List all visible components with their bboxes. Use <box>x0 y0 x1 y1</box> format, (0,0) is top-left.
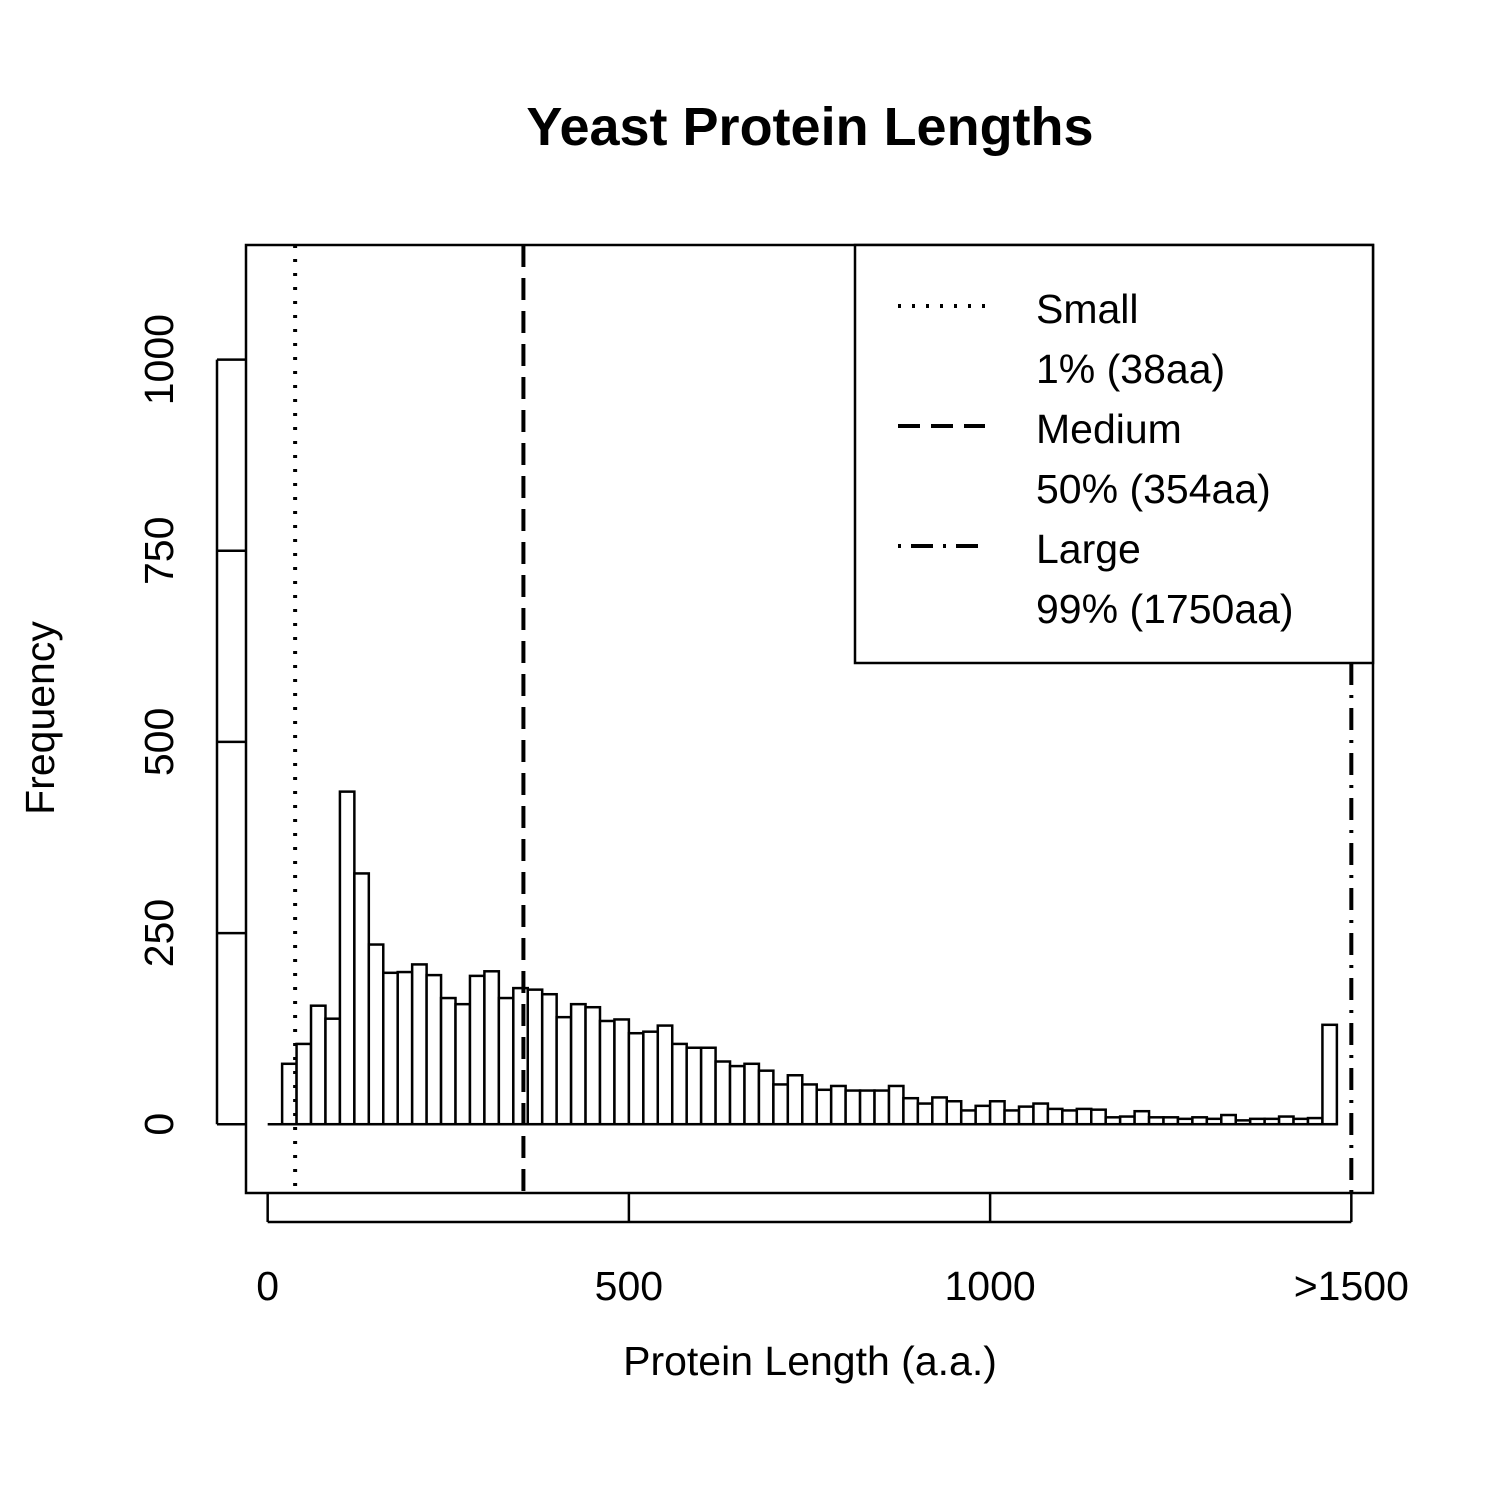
histogram-bar <box>945 1100 963 1126</box>
histogram-bar <box>598 1019 616 1126</box>
histogram-bar <box>829 1084 847 1126</box>
legend-label: Small <box>1036 286 1139 332</box>
x-tick-label: 500 <box>595 1263 663 1309</box>
chart-title: Yeast Protein Lengths <box>526 97 1093 157</box>
histogram-bar <box>367 943 385 1126</box>
histogram-bar <box>959 1109 977 1126</box>
histogram-bar <box>569 1002 587 1126</box>
histogram-bar <box>295 1042 313 1126</box>
histogram-bar <box>988 1100 1006 1126</box>
histogram-bar <box>772 1083 790 1126</box>
histogram-bar <box>1075 1107 1093 1126</box>
histogram-bar <box>656 1024 674 1126</box>
histogram-bar <box>338 790 356 1126</box>
x-tick-label: 0 <box>256 1263 279 1309</box>
legend-sublabel: 1% (38aa) <box>1036 346 1225 392</box>
y-axis: 0 250 500 750 1000 <box>136 314 246 1136</box>
histogram-bar <box>685 1046 703 1126</box>
histogram-bar <box>1220 1113 1237 1126</box>
legend-box <box>853 243 1375 665</box>
x-tick-label: >1500 <box>1294 1263 1409 1309</box>
x-tick-label: 1000 <box>944 1263 1035 1309</box>
histogram-bar <box>931 1096 949 1126</box>
y-tick-label: 1000 <box>136 314 182 405</box>
histogram-bar <box>974 1104 992 1126</box>
histogram-bar <box>786 1074 804 1126</box>
histogram-bars <box>267 790 1339 1126</box>
histogram-bar <box>613 1018 631 1126</box>
x-axis: 0 500 1000 >1500 <box>256 1193 1409 1309</box>
histogram-bar <box>916 1102 934 1126</box>
histogram-bar <box>410 963 428 1126</box>
histogram-bar <box>699 1046 717 1126</box>
histogram-bar <box>714 1060 732 1126</box>
histogram-bar <box>454 1002 472 1126</box>
y-tick-label: 750 <box>136 517 182 585</box>
histogram-bar <box>555 1015 573 1126</box>
legend-label: Large <box>1036 526 1141 572</box>
histogram-bar <box>540 992 558 1126</box>
histogram-bar <box>642 1030 660 1126</box>
y-tick-label: 500 <box>136 708 182 776</box>
histogram-bar <box>757 1069 775 1126</box>
histogram-bar <box>743 1062 761 1126</box>
histogram-bar <box>801 1083 818 1126</box>
histogram-bar <box>526 988 544 1126</box>
histogram-bar <box>1046 1107 1064 1126</box>
histogram-bar <box>873 1089 891 1126</box>
histogram-bar <box>512 986 529 1126</box>
histogram-bar <box>844 1089 862 1126</box>
histogram-bar <box>815 1088 833 1126</box>
legend-label: Medium <box>1036 406 1182 452</box>
histogram-bar <box>670 1042 688 1126</box>
histogram-bar <box>902 1096 920 1126</box>
histogram-bar <box>728 1064 746 1126</box>
histogram-bar <box>1017 1105 1035 1126</box>
legend-sublabel: 99% (1750aa) <box>1036 586 1294 632</box>
histogram-bar <box>1090 1108 1107 1126</box>
histogram-bar <box>425 973 443 1126</box>
plot-frame <box>244 243 1375 1195</box>
legend-sublabel: 50% (354aa) <box>1036 466 1271 512</box>
legend: Small 1% (38aa) Medium 50% (354aa) Large 99% … <box>853 243 1375 665</box>
histogram-bar <box>497 996 515 1126</box>
histogram-bar <box>483 970 501 1126</box>
y-axis-label: Frequency <box>17 621 63 815</box>
histogram-bar <box>1061 1109 1079 1126</box>
y-tick-label: 0 <box>136 1113 182 1136</box>
histogram-bar <box>382 971 399 1126</box>
histogram-bar <box>309 1004 327 1126</box>
histogram-bar <box>353 872 371 1126</box>
x-axis-label: Protein Length (a.a.) <box>623 1338 997 1384</box>
histogram-bar <box>468 974 486 1126</box>
histogram-bar <box>1003 1109 1021 1126</box>
histogram-bar <box>439 996 457 1126</box>
histogram-bar <box>1032 1102 1050 1126</box>
histogram-bar <box>396 970 414 1126</box>
histogram-bar <box>887 1084 905 1126</box>
histogram-bar <box>584 1005 602 1126</box>
histogram-bar <box>324 1017 342 1126</box>
y-tick-label: 250 <box>136 899 182 967</box>
histogram-bar <box>627 1031 645 1126</box>
histogram-bar <box>858 1089 876 1126</box>
histogram-bar <box>1321 1023 1339 1126</box>
histogram-bar <box>1133 1109 1151 1126</box>
